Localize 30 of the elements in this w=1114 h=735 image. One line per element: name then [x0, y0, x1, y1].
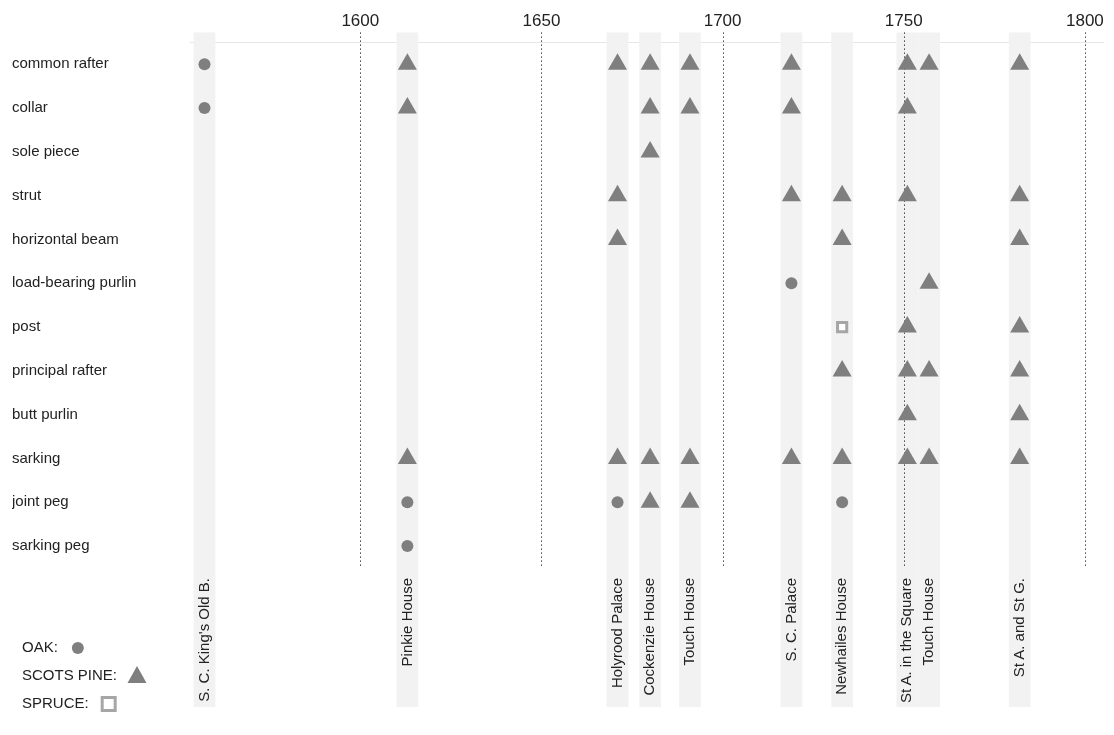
y-tick-label: collar — [12, 98, 48, 116]
band-label: Holyrood Palace — [607, 578, 625, 689]
x-tick-label: 1600 — [341, 10, 380, 30]
legend-label: SPRUCE: — [22, 694, 89, 712]
band-label: St A. and St G. — [1009, 578, 1027, 678]
x-tick-label: 1700 — [703, 10, 742, 30]
y-tick-label: post — [12, 317, 42, 335]
band-label: S. C. Palace — [781, 578, 799, 662]
y-tick-label: sarking peg — [12, 536, 90, 554]
y-tick-label: horizontal beam — [12, 229, 119, 247]
y-tick-label: load-bearing purlin — [12, 273, 137, 291]
band-label: Cockenzie House — [640, 578, 658, 696]
y-tick-label: common rafter — [12, 54, 109, 72]
y-tick-label: joint peg — [11, 492, 69, 510]
y-tick-label: strut — [12, 185, 42, 203]
band-label: Touch House — [680, 578, 698, 666]
x-tick-label: 1800 — [1065, 10, 1104, 30]
band-label: Pinkie House — [397, 578, 415, 667]
band-label: Newhailes House — [832, 578, 850, 695]
band-label: S. C. King's Old B. — [194, 578, 212, 702]
y-tick-label: butt purlin — [12, 404, 78, 422]
band-label: St A. in the Square — [897, 578, 915, 704]
y-tick-label: sole piece — [12, 142, 80, 160]
band-label: Touch House — [919, 578, 937, 666]
y-tick-label: principal rafter — [12, 361, 108, 379]
legend-label: OAK: — [22, 638, 58, 656]
x-tick-label: 1750 — [884, 10, 923, 30]
x-tick-label: 1650 — [522, 10, 561, 30]
legend-label: SCOTS PINE: — [22, 666, 118, 684]
y-tick-label: sarking — [12, 448, 61, 466]
